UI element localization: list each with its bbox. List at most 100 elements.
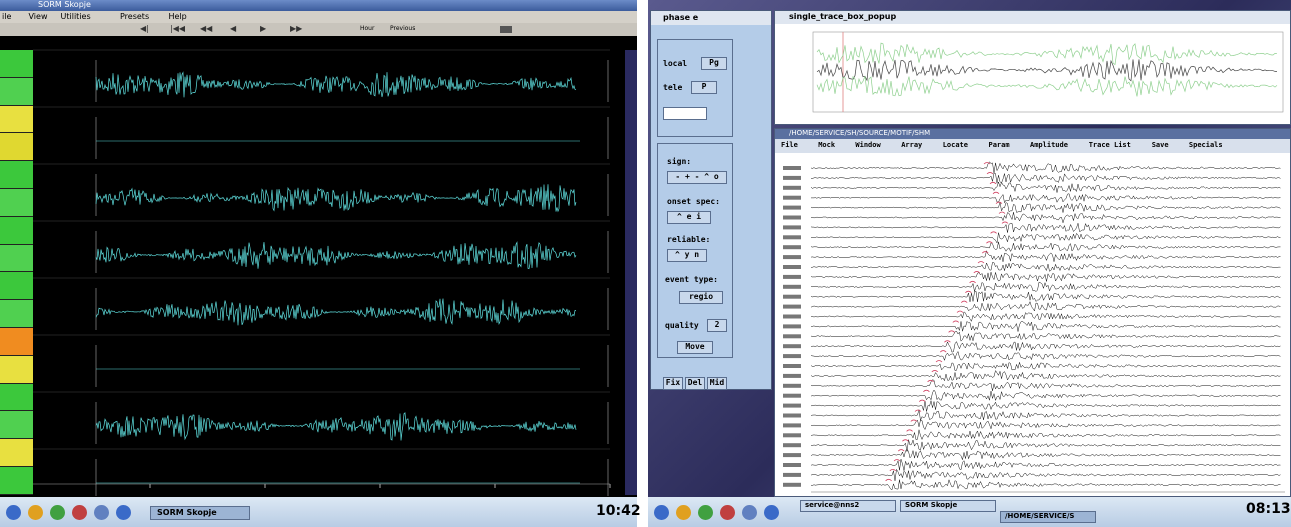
title-bar: single_trace_box_popup: [775, 11, 1290, 24]
station-label: [783, 364, 801, 368]
option-button[interactable]: Move: [677, 341, 713, 354]
menu-item[interactable]: Utilities: [61, 12, 91, 21]
station-label: [783, 453, 801, 457]
field-label: tele: [663, 83, 682, 92]
phase-window: phase e localPgtelePsign:- + - ^ oonset …: [650, 10, 772, 390]
phase-pick: [936, 361, 942, 363]
station-label: [783, 433, 801, 437]
station-label: [783, 423, 801, 427]
tool-button[interactable]: ◀: [230, 24, 236, 33]
station-label: [783, 166, 801, 170]
task-button[interactable]: service@nns2: [800, 500, 896, 512]
tool-button[interactable]: ◀◀: [200, 24, 212, 33]
phase-pick: [894, 460, 900, 462]
option-button[interactable]: - + - ^ o: [667, 171, 727, 184]
menu-item[interactable]: Trace List: [1089, 141, 1131, 149]
menu-item[interactable]: Window: [855, 141, 880, 149]
waveform: [811, 282, 1281, 291]
waveform: [811, 480, 1281, 490]
taskbar-icon[interactable]: [720, 505, 735, 520]
menu-item[interactable]: Presets: [120, 12, 149, 21]
tool-button[interactable]: ▶: [260, 24, 266, 33]
title-bar: SORM Skopje: [0, 0, 637, 11]
waveform: [811, 262, 1281, 271]
taskbar-icon[interactable]: [94, 505, 109, 520]
option-button[interactable]: ^ e i: [667, 211, 711, 224]
taskbar-icon[interactable]: [116, 505, 131, 520]
station-label: [783, 463, 801, 467]
option-button[interactable]: 2: [707, 319, 727, 332]
tool-button[interactable]: |◀◀: [170, 24, 185, 33]
page: SORM Skopje ileViewUtilitiesPresetsHelp …: [0, 0, 1291, 527]
phase-pick: [940, 351, 946, 353]
tool-button[interactable]: ▶▶: [290, 24, 302, 33]
window-title: SORM Skopje: [38, 0, 91, 9]
waveform: [811, 459, 1281, 471]
option-button[interactable]: Mid: [707, 377, 727, 390]
menu-item[interactable]: Help: [169, 12, 187, 21]
menu-item[interactable]: Mock: [818, 141, 835, 149]
option-button[interactable]: regio: [679, 291, 723, 304]
menu-item[interactable]: Save: [1152, 141, 1169, 149]
option-button[interactable]: ^ y n: [667, 249, 707, 262]
task-button[interactable]: SORM Skopje: [150, 506, 250, 520]
left-screen: SORM Skopje ileViewUtilitiesPresetsHelp …: [0, 0, 637, 527]
station-label: [783, 295, 801, 299]
taskbar-icon[interactable]: [742, 505, 757, 520]
phase-pick: [915, 410, 921, 412]
taskbar-icon[interactable]: [28, 505, 43, 520]
taskbar-icon[interactable]: [6, 505, 21, 520]
tool-button[interactable]: ◀|: [140, 24, 149, 33]
station-label: [783, 255, 801, 259]
tool-button[interactable]: Hour: [360, 25, 374, 32]
waveform: [817, 76, 1277, 96]
taskbar-icon[interactable]: [654, 505, 669, 520]
option-button[interactable]: Del: [685, 377, 705, 390]
task-button[interactable]: /HOME/SERVICE/S: [1000, 511, 1096, 523]
option-button[interactable]: P: [691, 81, 717, 94]
phase-pick: [932, 370, 938, 372]
station-label: [783, 394, 801, 398]
single-trace-plot: [775, 24, 1290, 124]
waveform: [811, 233, 1281, 243]
menu-item[interactable]: Array: [901, 141, 922, 149]
phase-pick: [949, 331, 955, 333]
menu-item[interactable]: Specials: [1189, 141, 1223, 149]
option-button[interactable]: Pg: [701, 57, 727, 70]
taskbar-icon[interactable]: [698, 505, 713, 520]
waveform: [811, 223, 1281, 232]
taskbar-icon[interactable]: [50, 505, 65, 520]
task-button[interactable]: SORM Skopje: [900, 500, 996, 512]
taskbar-icon[interactable]: [72, 505, 87, 520]
waveform: [811, 380, 1281, 391]
waveform: [811, 312, 1281, 321]
menu-item[interactable]: Locate: [943, 141, 968, 149]
menu-item[interactable]: File: [781, 141, 798, 149]
side-bar: [625, 50, 637, 495]
station-label: [783, 235, 801, 239]
menu-item[interactable]: Param: [989, 141, 1010, 149]
taskbar-icon[interactable]: [764, 505, 779, 520]
phase-pick: [970, 281, 976, 283]
tool-icon: [500, 26, 512, 33]
tool-button[interactable]: Previous: [390, 25, 415, 32]
menu-item[interactable]: View: [29, 12, 48, 21]
text-field[interactable]: [663, 107, 707, 120]
option-button[interactable]: Fix: [663, 377, 683, 390]
station-label: [783, 245, 801, 249]
taskbar-icon[interactable]: [676, 505, 691, 520]
shm-window: /HOME/SERVICE/SH/SOURCE/MOTIF/SHM FileMo…: [774, 128, 1291, 497]
waveform: [811, 420, 1281, 430]
phase-pick: [907, 430, 913, 432]
phase-pick: [919, 400, 925, 402]
station-label: [783, 324, 801, 328]
station-label: [783, 334, 801, 338]
menu-item[interactable]: ile: [2, 12, 11, 21]
window-title: single_trace_box_popup: [789, 12, 896, 21]
waveform: [811, 321, 1281, 331]
waveform: [811, 251, 1281, 262]
menu-item[interactable]: Amplitude: [1030, 141, 1068, 149]
waveform: [96, 242, 576, 269]
